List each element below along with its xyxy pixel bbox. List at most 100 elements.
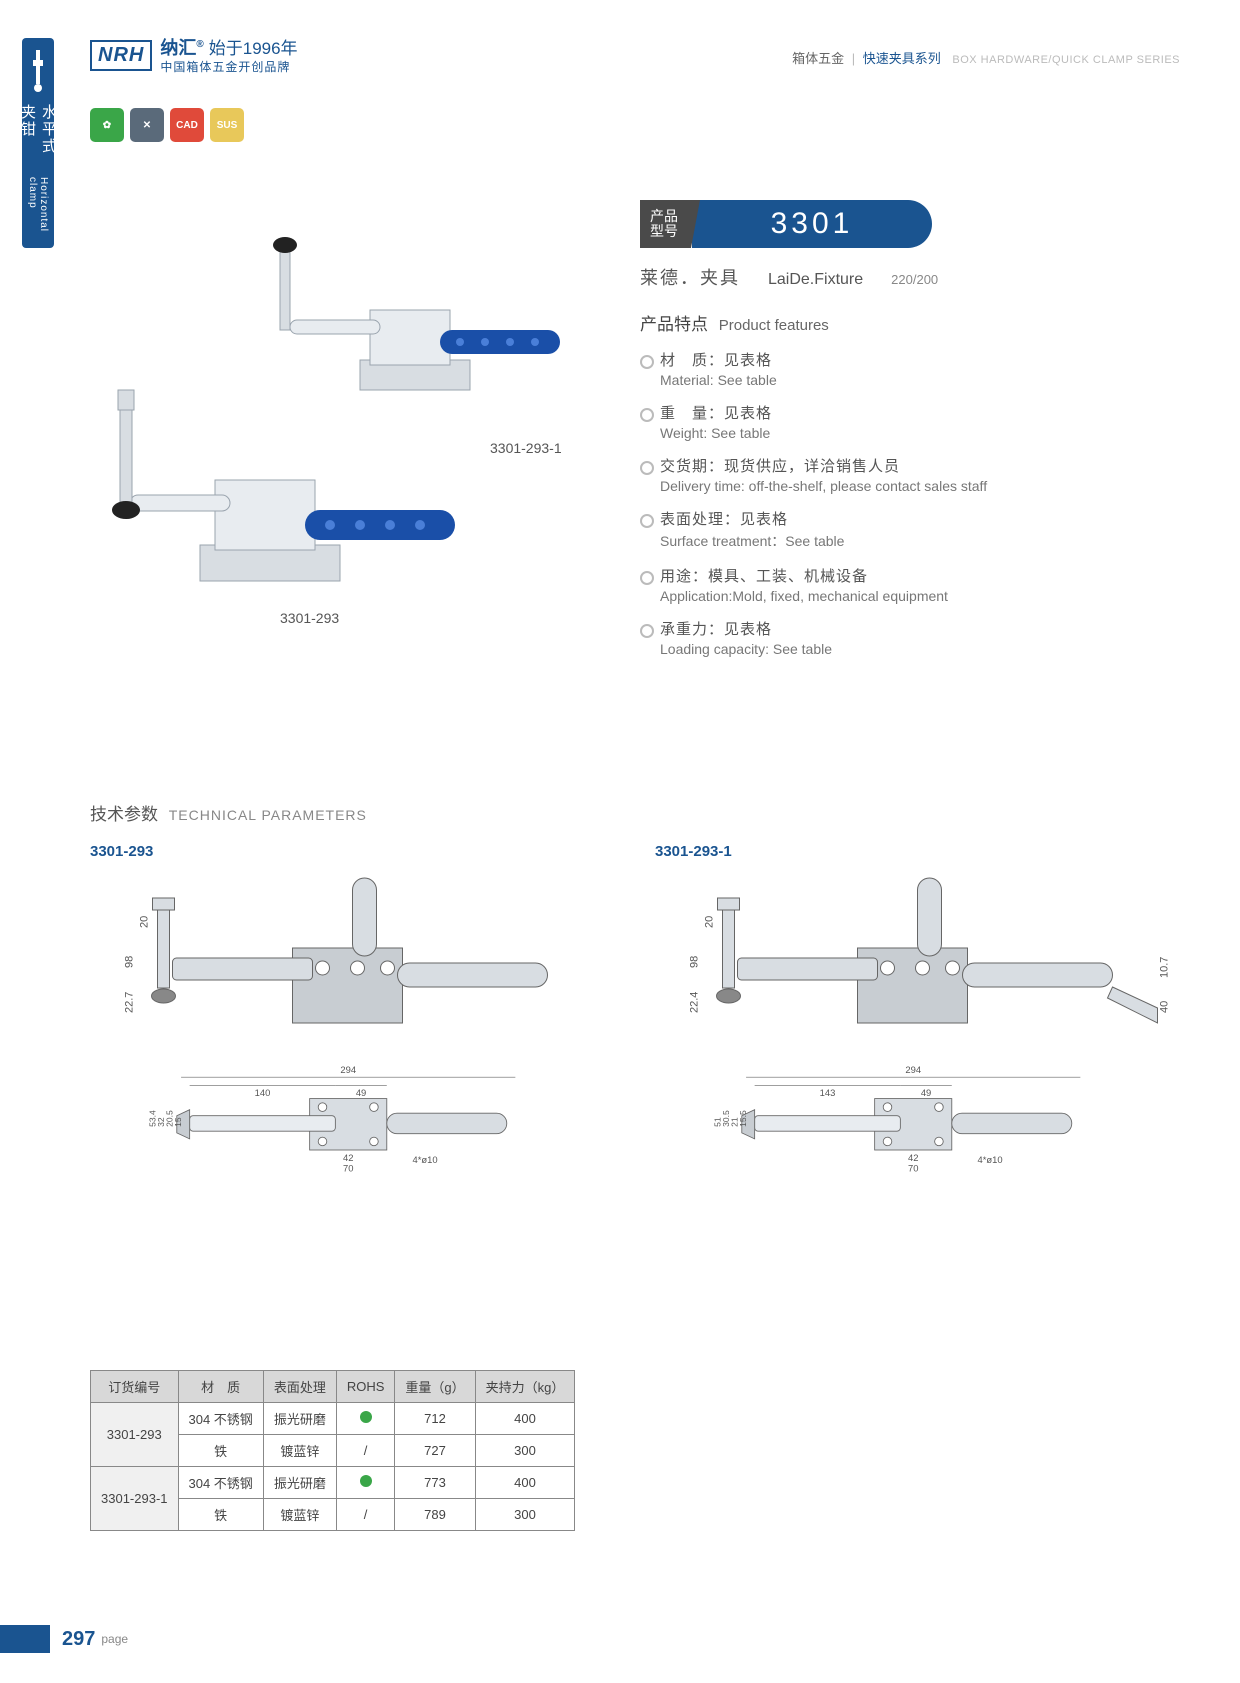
drawing-top-view: 294 140 49 70 42 4*ø10 53.4 32 20.5 15 (90, 1060, 615, 1180)
svg-text:20: 20 (704, 916, 716, 928)
svg-text:294: 294 (905, 1064, 921, 1075)
feature-item: 重 量：见表格 Weight: See table (640, 402, 1160, 441)
badge-blue: ✕ (130, 108, 164, 142)
svg-text:98: 98 (689, 956, 701, 968)
drawing-label: 3301-293 (90, 843, 615, 860)
svg-text:15: 15 (173, 1117, 183, 1127)
table-cell: 400 (475, 1403, 575, 1435)
svg-text:42: 42 (343, 1152, 353, 1163)
product-photo-area: 3301-293-1 3301-293 (110, 190, 570, 620)
feature-en: Weight: See table (660, 425, 1160, 441)
table-cell: 712 (395, 1403, 475, 1435)
badge-yellow: SUS (210, 108, 244, 142)
table-cell: 镀蓝锌 (263, 1499, 336, 1531)
table-header-cell: 材 质 (178, 1371, 263, 1403)
svg-text:294: 294 (340, 1064, 356, 1075)
table-cell: 振光研磨 (263, 1403, 336, 1435)
table-cell: 300 (475, 1499, 575, 1531)
table-header-cell: 表面处理 (263, 1371, 336, 1403)
table-row: 3301-293-1304 不锈钢振光研磨773400 (91, 1467, 575, 1499)
feature-en: Material: See table (660, 372, 1160, 388)
side-category-tab: 水平式夹钳 Horizontal clamp (22, 38, 54, 248)
table-model-cell: 3301-293 (91, 1403, 179, 1467)
photo-label-b: 3301-293 (280, 610, 339, 626)
drawing-column: 3301-293 98 20 22.7 (90, 843, 615, 1180)
model-sub-cn: 莱德．夹具 (640, 264, 740, 290)
page-label: page (101, 1632, 128, 1646)
side-tab-en: Horizontal clamp (27, 177, 49, 248)
svg-text:143: 143 (820, 1087, 836, 1098)
model-sub-en: LaiDe.Fixture (768, 271, 863, 289)
features-block: 产品特点 Product features 材 质：见表格Material: S… (640, 310, 1160, 671)
table-header-cell: 重量（g） (395, 1371, 475, 1403)
table-cell: 304 不锈钢 (178, 1467, 263, 1499)
feature-item: 承重力：见表格 Loading capacity: See table (640, 618, 1160, 657)
table-header-cell: ROHS (336, 1371, 395, 1403)
badge-red: CAD (170, 108, 204, 142)
model-block: 产品 型号 3301 莱德．夹具 LaiDe.Fixture 220/200 (640, 200, 1160, 290)
drawing-side-view: 98 20 22.4 40 10.7 (655, 868, 1180, 1048)
feature-en: Surface treatment：See table (660, 531, 1160, 551)
svg-text:98: 98 (124, 956, 136, 968)
svg-text:22.4: 22.4 (689, 992, 701, 1013)
logo-mark: NRH (90, 40, 152, 71)
product-illustration (110, 190, 570, 620)
feature-cn: 表面处理：见表格 (660, 508, 1160, 529)
feature-cn: 用途：模具、工装、机械设备 (660, 565, 1160, 586)
spec-table: 订货编号材 质表面处理ROHS重量（g）夹持力（kg） 3301-293304 … (90, 1370, 575, 1531)
table-cell: 773 (395, 1467, 475, 1499)
logo-cn: 纳汇® 始于1996年 (160, 38, 297, 60)
table-cell (336, 1467, 395, 1499)
drawing-label: 3301-293-1 (655, 843, 1180, 860)
svg-text:70: 70 (908, 1162, 918, 1173)
drawing-top-view: 294 143 49 70 42 4*ø10 51 30.5 21 15.5 (655, 1060, 1180, 1180)
feature-item: 用途：模具、工装、机械设备 Application:Mold, fixed, me… (640, 565, 1160, 604)
table-cell: / (336, 1499, 395, 1531)
rohs-dot-icon (360, 1475, 372, 1487)
table-cell: 789 (395, 1499, 475, 1531)
page-number: 297 (62, 1628, 95, 1651)
model-tag: 产品 型号 (640, 200, 700, 248)
feature-en: Application:Mold, fixed, mechanical equi… (660, 588, 1160, 604)
feature-cn: 材 质：见表格 (660, 349, 1160, 370)
table-cell: 铁 (178, 1499, 263, 1531)
tech-section: 技术参数 TECHNICAL PARAMETERS 3301-293 98 20… (90, 800, 1180, 1180)
feature-item: 交货期：现货供应，详洽销售人员 Delivery time: off-the-sh… (640, 455, 1160, 494)
table-header-cell: 订货编号 (91, 1371, 179, 1403)
model-sub-code: 220/200 (891, 272, 938, 287)
table-cell: / (336, 1435, 395, 1467)
svg-text:49: 49 (356, 1087, 366, 1098)
svg-text:22.7: 22.7 (124, 992, 136, 1013)
feature-en: Delivery time: off-the-shelf, please con… (660, 478, 1160, 494)
svg-text:40: 40 (1159, 1001, 1171, 1013)
svg-text:15.5: 15.5 (738, 1110, 748, 1127)
table-cell: 镀蓝锌 (263, 1435, 336, 1467)
feature-en: Loading capacity: See table (660, 641, 1160, 657)
page-footer: 297 page (0, 1625, 128, 1653)
header-series: 箱体五金 | 快速夹具系列 BOX HARDWARE/QUICK CLAMP S… (792, 48, 1180, 67)
table-cell: 300 (475, 1435, 575, 1467)
clamp-icon (29, 50, 47, 92)
svg-text:140: 140 (255, 1087, 271, 1098)
table-cell: 400 (475, 1467, 575, 1499)
svg-text:42: 42 (908, 1152, 918, 1163)
drawing-column: 3301-293-1 98 20 22.4 40 10.7 (655, 843, 1180, 1180)
svg-text:70: 70 (343, 1162, 353, 1173)
svg-text:4*ø10: 4*ø10 (978, 1154, 1003, 1165)
footer-bar (0, 1625, 50, 1653)
feature-cn: 交货期：现货供应，详洽销售人员 (660, 455, 1160, 476)
svg-text:10.7: 10.7 (1159, 957, 1171, 978)
feature-cn: 重 量：见表格 (660, 402, 1160, 423)
table-cell: 铁 (178, 1435, 263, 1467)
feature-item: 表面处理：见表格Surface treatment：See table (640, 508, 1160, 551)
side-tab-cn: 水平式夹钳 (17, 104, 59, 171)
table-cell: 304 不锈钢 (178, 1403, 263, 1435)
table-cell (336, 1403, 395, 1435)
rohs-dot-icon (360, 1411, 372, 1423)
table-model-cell: 3301-293-1 (91, 1467, 179, 1531)
feature-cn: 承重力：见表格 (660, 618, 1160, 639)
model-number: 3301 (692, 200, 932, 248)
table-cell: 727 (395, 1435, 475, 1467)
badge-green: ✿ (90, 108, 124, 142)
logo-block: NRH 纳汇® 始于1996年 中国箱体五金开创品牌 (90, 38, 298, 74)
